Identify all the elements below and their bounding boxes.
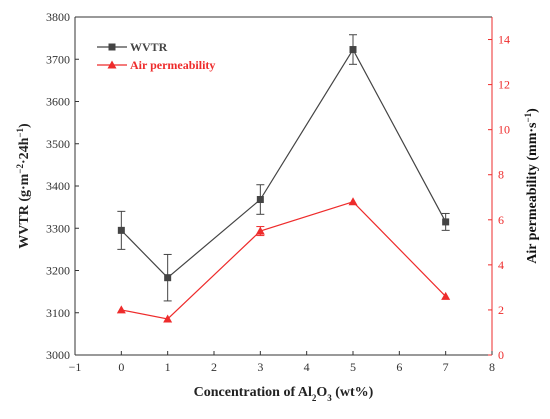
- wvtr-point: [256, 196, 264, 204]
- axis-titles: Concentration of Al2O3 (wt%)WVTR (g·m−2·…: [15, 108, 540, 403]
- axis-title-part: (wt%): [332, 385, 374, 400]
- x-tick-label: 8: [489, 360, 495, 374]
- legend-air-permeability-label: Air permeability: [130, 58, 215, 72]
- left-y-axis-title: WVTR (g·m−2·24h−1): [15, 123, 32, 249]
- air-permeability-point: [348, 197, 358, 206]
- x-tick-label: 1: [165, 360, 171, 374]
- axis-title-part: ): [17, 123, 32, 128]
- x-tick-label: 6: [396, 360, 402, 374]
- right-y-tick-label: 4: [498, 258, 504, 272]
- right-y-tick-label: 2: [498, 303, 504, 317]
- x-tick-label: 3: [257, 360, 263, 374]
- wvtr-point: [164, 274, 172, 282]
- right-y-tick-label: 6: [498, 213, 504, 227]
- axis-title-part: O: [316, 385, 327, 400]
- axis-title-part: WVTR (g·m: [17, 173, 32, 248]
- wvtr-point: [117, 226, 125, 234]
- air-permeability-point: [163, 314, 173, 323]
- left-y-tick-label: 3700: [46, 52, 70, 66]
- wvtr-point: [442, 218, 450, 226]
- axis-title-part: 2: [312, 393, 317, 403]
- axes: −1 0 1 2 3 4 5 6 7 830003100320033003400350036003…: [46, 10, 510, 374]
- axis-title-part: −2: [15, 164, 25, 174]
- axis-title-part: 3: [327, 393, 332, 403]
- right-y-tick-label: 12: [498, 78, 510, 92]
- right-y-axis-title: Air permeability (mm·s−1): [523, 108, 540, 264]
- legend-air-permeability-marker: [107, 60, 117, 69]
- air-permeability-point: [441, 291, 451, 300]
- right-y-tick-label: 0: [498, 348, 504, 362]
- legend-wvtr-label: WVTR: [130, 40, 168, 54]
- right-y-tick-label: 8: [498, 168, 504, 182]
- left-y-tick-label: 3100: [46, 306, 70, 320]
- wvtr-line: [120, 48, 447, 279]
- air-permeability-point: [255, 226, 265, 235]
- legend: WVTR Air permeability: [97, 40, 215, 72]
- left-y-tick-label: 3200: [46, 264, 70, 278]
- x-tick-label: −1: [69, 360, 82, 374]
- axis-title-part: ): [525, 108, 540, 113]
- x-tick-label: 2: [211, 360, 217, 374]
- left-y-tick-label: 3800: [46, 10, 70, 24]
- left-y-tick-label: 3300: [46, 221, 70, 235]
- legend-wvtr-marker: [108, 43, 116, 51]
- x-tick-label: 4: [304, 360, 310, 374]
- wvtr-point: [349, 46, 357, 54]
- air-permeability-point: [116, 305, 126, 314]
- x-tick-label: 0: [118, 360, 124, 374]
- left-y-tick-label: 3500: [46, 137, 70, 151]
- x-axis-title: Concentration of Al2O3 (wt%): [194, 385, 374, 403]
- right-y-tick-label: 14: [498, 33, 510, 47]
- axis-title-part: −1: [15, 127, 25, 137]
- axis-title-part: −1: [523, 112, 533, 122]
- left-y-tick-label: 3400: [46, 179, 70, 193]
- left-y-tick-label: 3600: [46, 95, 70, 109]
- axis-title-part: ·24h: [17, 137, 32, 164]
- axis-title-part: Concentration of Al: [194, 385, 312, 400]
- axis-title-part: Air permeability (mm·s: [525, 122, 540, 264]
- x-tick-label: 5: [350, 360, 356, 374]
- right-y-tick-label: 10: [498, 123, 510, 137]
- series-layer: [116, 34, 451, 323]
- x-tick-label: 7: [443, 360, 449, 374]
- left-y-tick-label: 3000: [46, 348, 70, 362]
